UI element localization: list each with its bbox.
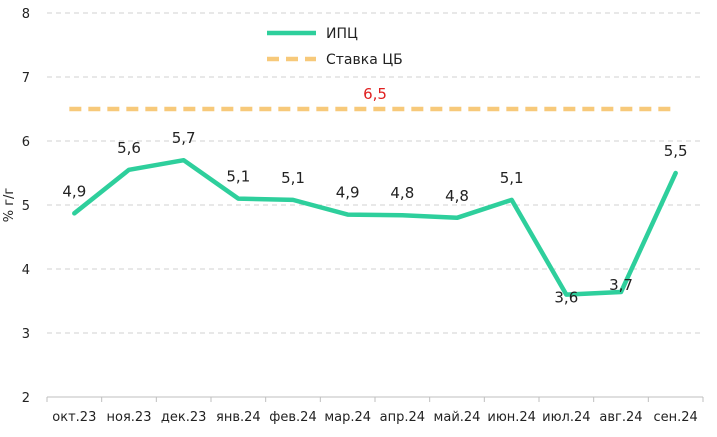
data-labels: 4,9 5,6 5,7 5,1 5,1 4,9 4,8 4,8 5,1 3,6 3,7 5,5 6,5 xyxy=(62,85,687,307)
cpi-data-label: 4,9 xyxy=(62,182,86,200)
x-tick-label: июн.24 xyxy=(487,410,536,425)
y-tick-label: 6 xyxy=(22,135,30,150)
cpi-data-label: 4,8 xyxy=(390,184,414,202)
x-tick-label: мар.24 xyxy=(324,410,371,425)
y-tick-label: 7 xyxy=(22,71,30,86)
cpi-data-label: 5,1 xyxy=(226,168,250,186)
gridlines xyxy=(47,12,703,398)
y-tick-label: 3 xyxy=(22,327,30,342)
x-tick-label: янв.24 xyxy=(216,410,261,425)
legend-label-cpi: ИПЦ xyxy=(326,26,358,42)
x-tick-label: окт.23 xyxy=(52,410,96,425)
cpi-data-label: 5,1 xyxy=(500,169,524,187)
legend-label-key-rate: Ставка ЦБ xyxy=(326,52,403,68)
x-tick-label: июл.24 xyxy=(542,410,590,425)
cpi-data-label: 5,5 xyxy=(664,142,688,160)
y-axis-ticks: 2 3 4 5 6 7 8 xyxy=(22,7,30,406)
cpi-data-label: 3,7 xyxy=(609,276,633,294)
legend: ИПЦ Ставка ЦБ xyxy=(267,26,403,68)
key-rate-data-label: 6,5 xyxy=(363,85,387,103)
cpi-data-label: 3,6 xyxy=(554,289,578,307)
cpi-data-label: 5,7 xyxy=(172,129,196,147)
y-tick-label: 8 xyxy=(22,7,30,22)
cpi-line xyxy=(72,157,678,297)
y-tick-label: 2 xyxy=(22,391,30,406)
x-axis-ticks: окт.23 ноя.23 дек.23 янв.24 фев.24 мар.24 апр.… xyxy=(46,397,704,425)
x-tick-label: май.24 xyxy=(434,410,481,425)
cpi-data-label: 4,9 xyxy=(336,184,360,202)
series-lines xyxy=(69,106,678,297)
cpi-data-label: 4,8 xyxy=(445,187,469,205)
cpi-data-label: 5,6 xyxy=(117,139,141,157)
cpi-data-label: 5,1 xyxy=(281,169,305,187)
x-tick-label: апр.24 xyxy=(380,410,425,425)
y-axis-label: % г/г xyxy=(2,188,17,223)
x-tick-label: фев.24 xyxy=(269,410,316,425)
x-tick-label: ноя.23 xyxy=(107,410,152,425)
x-tick-label: сен.24 xyxy=(654,410,698,425)
x-tick-label: дек.23 xyxy=(161,410,207,425)
y-tick-label: 5 xyxy=(22,199,30,214)
x-tick-label: авг.24 xyxy=(599,410,642,425)
y-tick-label: 4 xyxy=(22,263,30,278)
